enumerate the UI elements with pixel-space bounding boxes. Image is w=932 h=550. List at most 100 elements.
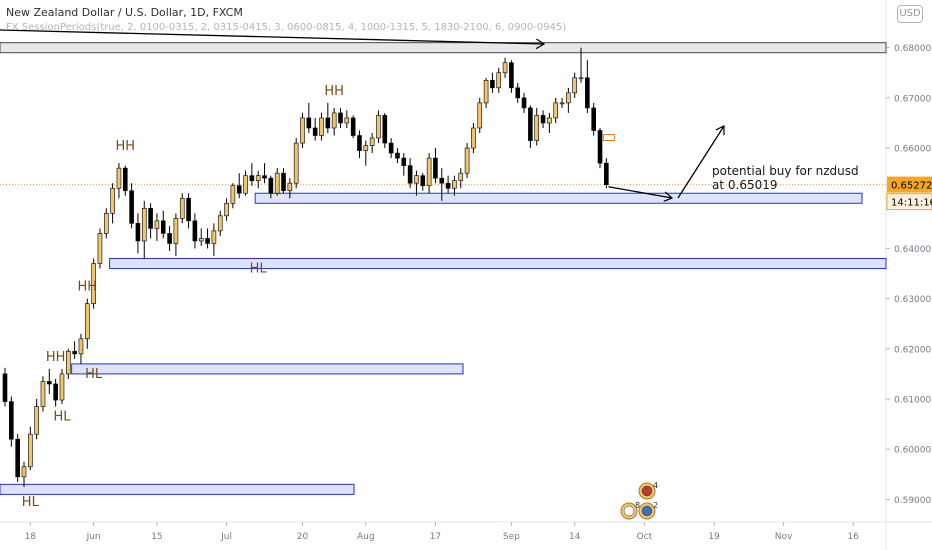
candle <box>84 298 90 349</box>
y-tick-label: 0.60000 <box>894 446 931 456</box>
candle <box>21 461 27 487</box>
zone-hl-jun[interactable] <box>71 363 464 375</box>
x-tick-label: 14 <box>569 532 581 542</box>
candle <box>604 158 609 189</box>
candle <box>103 208 109 239</box>
annotation-line-1: potential buy for nzdusd <box>712 164 859 178</box>
candle <box>217 210 223 236</box>
candle-body-bear <box>540 115 546 124</box>
candle-body-bull <box>344 117 350 124</box>
candle <box>433 148 438 184</box>
candle-body-bear <box>9 401 14 440</box>
candle-body-bear <box>433 157 438 179</box>
candle-body-bear <box>122 167 128 192</box>
candle <box>186 193 191 229</box>
candle-body-bull <box>566 92 571 104</box>
candle-body-bull <box>578 77 584 80</box>
candle <box>325 102 331 134</box>
candle <box>249 163 255 186</box>
candle-body-bull <box>572 77 578 94</box>
candle-body-bear <box>135 223 141 242</box>
x-tick-label: 19 <box>708 532 720 542</box>
candle <box>521 92 527 113</box>
candle-body-bear <box>439 177 445 184</box>
globe-event-icon[interactable]: 2 <box>638 501 658 520</box>
y-tick-label: 0.66000 <box>894 145 931 155</box>
candle-body-bull <box>452 180 457 189</box>
forecast-arrow-down[interactable] <box>608 186 672 198</box>
candle-body-bear <box>604 162 609 186</box>
candle-body-bear <box>306 117 312 129</box>
candle-body-bear <box>192 220 198 242</box>
candle <box>534 107 540 146</box>
x-tick-label: Jun <box>86 532 101 542</box>
candle <box>66 348 71 379</box>
candle-body-bull <box>376 115 381 139</box>
candle-body-bear <box>395 152 400 159</box>
candle <box>211 223 217 256</box>
candle <box>344 110 350 128</box>
candle-body-bull <box>173 218 179 244</box>
zone-buy[interactable] <box>254 192 863 204</box>
candle <box>496 67 502 93</box>
y-tick-label: 0.64000 <box>894 245 931 255</box>
candle <box>540 110 546 128</box>
candle-body-bear <box>236 185 242 194</box>
us-flag-event-icon[interactable]: 4 <box>638 481 658 500</box>
indicator-legend: FX SessionPeriods(true, 2, 0100-0315, 2,… <box>6 22 567 33</box>
x-tick-label: 20 <box>297 532 309 542</box>
candle-body-bull <box>230 185 236 204</box>
candle-body-bull <box>243 175 248 194</box>
candle-body-bull <box>66 351 71 375</box>
y-tick-label: 0.61000 <box>894 396 931 406</box>
trend-arrow-top[interactable] <box>0 29 544 44</box>
candle-body-bull <box>91 263 96 304</box>
zone-low[interactable] <box>0 483 355 495</box>
candle <box>255 170 261 189</box>
candle-body-bear <box>47 381 52 385</box>
candle-body-bull <box>84 303 90 340</box>
chart-title: New Zealand Dollar / U.S. Dollar, 1D, FX… <box>6 6 243 19</box>
forecast-arrow-up[interactable] <box>677 126 724 199</box>
candle <box>401 153 407 176</box>
x-tick-label: 18 <box>25 532 37 542</box>
candle <box>566 87 571 113</box>
candle <box>192 213 198 249</box>
calendar-event-icon[interactable]: 8 <box>620 501 640 520</box>
x-tick-label: Nov <box>775 532 793 542</box>
zone-hl-jul[interactable] <box>109 257 887 270</box>
currency-badge[interactable]: USD <box>897 5 923 23</box>
candle-body-bull <box>287 182 293 192</box>
candle <box>300 112 305 149</box>
candle <box>91 258 96 309</box>
candle <box>369 133 375 154</box>
candle <box>338 107 343 128</box>
candle-body-bull <box>198 238 204 242</box>
candle-body-bull <box>34 406 39 435</box>
candle <box>439 168 445 201</box>
candle <box>34 399 39 440</box>
candle <box>357 130 362 159</box>
candle <box>483 77 489 108</box>
candle <box>97 228 103 269</box>
candle <box>116 163 122 199</box>
candle <box>490 72 495 93</box>
x-tick-label: Sep <box>503 532 520 542</box>
candle-body-bull <box>414 175 419 184</box>
candle <box>376 110 381 144</box>
candle-body-bear <box>382 115 388 144</box>
swing-label-hh: HH <box>46 350 66 365</box>
annotation-line-2: at 0.65019 <box>712 178 778 192</box>
x-tick-label: 17 <box>430 532 441 542</box>
candle <box>452 175 457 196</box>
candle-body-bull <box>21 466 27 478</box>
candle <box>236 173 242 199</box>
candle <box>426 153 432 194</box>
candle <box>293 138 299 189</box>
zone-resistance[interactable] <box>0 42 887 54</box>
candle <box>141 200 147 259</box>
countdown-tag <box>886 193 932 211</box>
candle-body-bull <box>103 213 109 234</box>
